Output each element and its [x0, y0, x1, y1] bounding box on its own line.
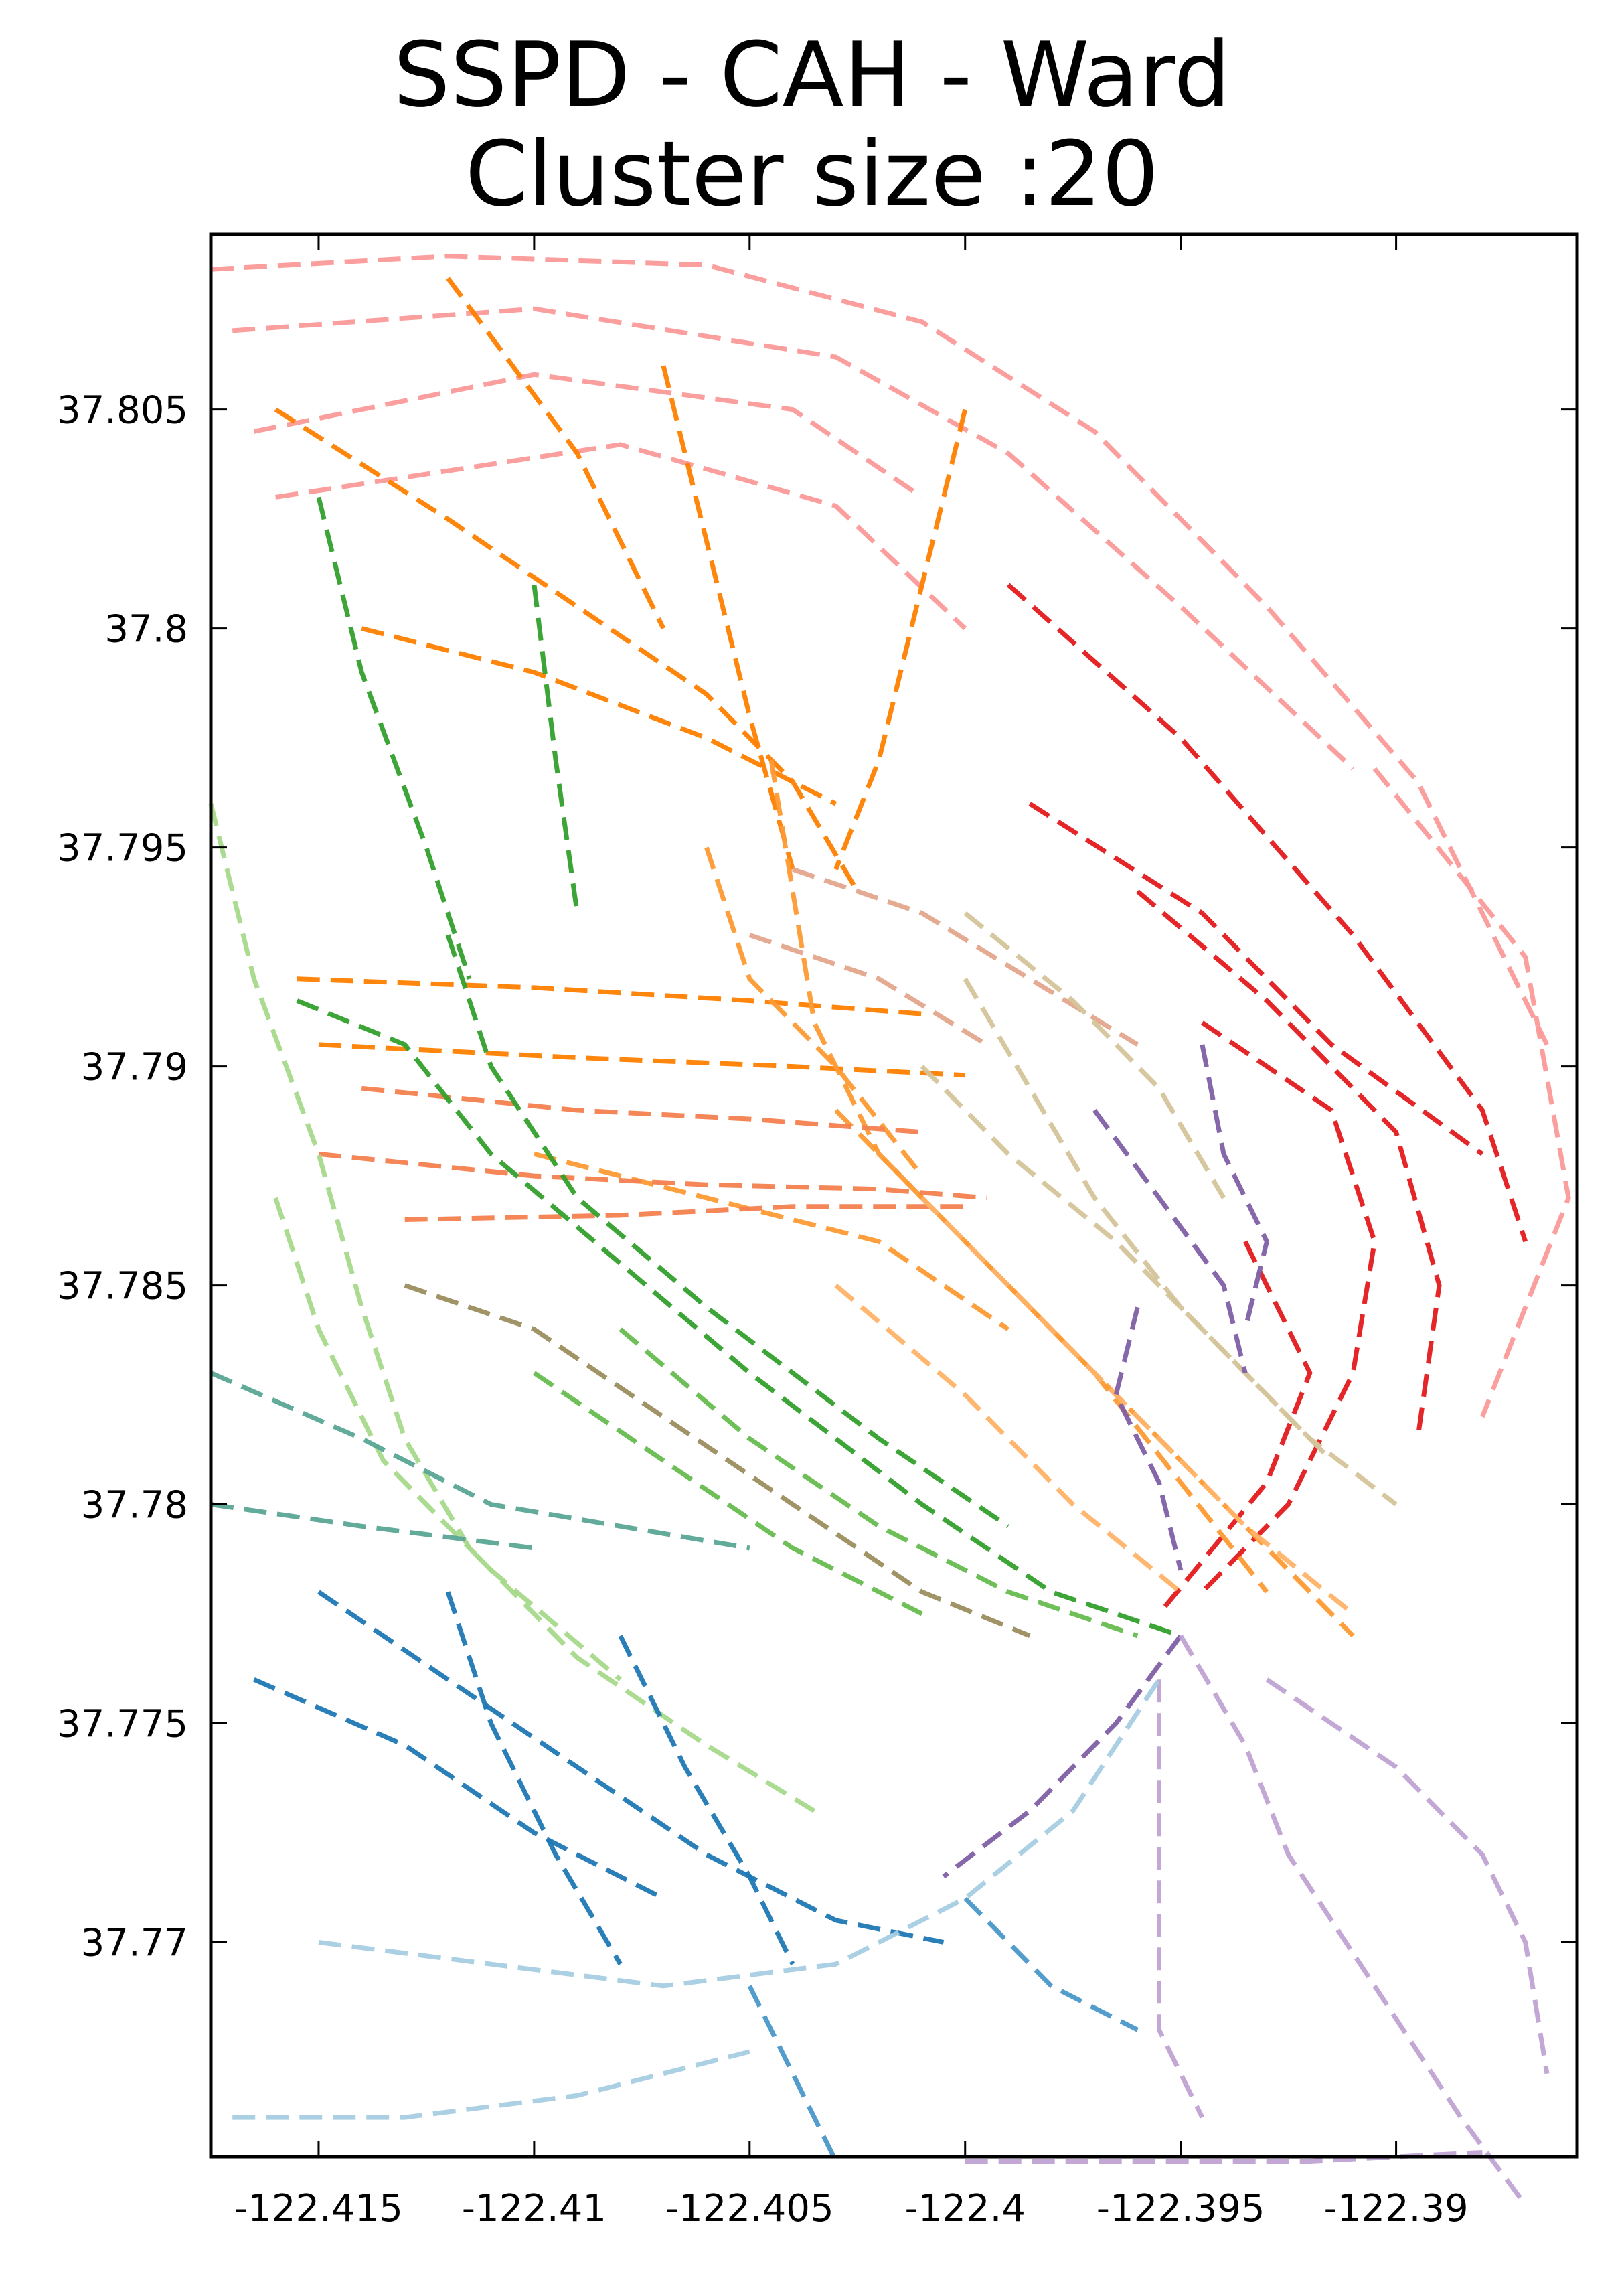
- trajectory-line: [834, 1283, 1182, 1594]
- trajectory-line: [1006, 583, 1528, 1243]
- chart-title-line-2: Cluster size :20: [465, 122, 1159, 226]
- chart-title: SSPD - CAH - Ward Cluster size :20: [0, 25, 1624, 224]
- trajectory-line: [1157, 1240, 1313, 1616]
- trajectory-line: [619, 1327, 1139, 1639]
- trajectory-line: [361, 626, 837, 806]
- trajectory-line: [232, 2049, 750, 2120]
- trajectory-line: [532, 1371, 923, 1616]
- x-tick-label: -122.395: [1097, 2187, 1265, 2230]
- plot-frame: [209, 232, 1579, 2159]
- trajectory-line: [534, 1152, 1010, 1331]
- trajectory-line: [210, 1371, 750, 1551]
- trajectory-line: [445, 1591, 623, 1965]
- trajectory-line: [1092, 1108, 1248, 1374]
- trajectory-line: [210, 1502, 535, 1551]
- trajectory-line: [318, 1151, 987, 1201]
- trajectory-line: [747, 1985, 838, 2163]
- trajectory-line: [1372, 767, 1571, 1418]
- trajectory-line: [232, 306, 1355, 771]
- y-tick-label: 37.805: [57, 389, 188, 433]
- x-tick-label: -122.415: [234, 2187, 403, 2230]
- trajectory-line: [274, 407, 860, 893]
- y-tick-label: 37.775: [57, 1703, 188, 1746]
- trajectory-line: [1113, 1306, 1184, 1571]
- y-tick-label: 37.79: [81, 1046, 188, 1089]
- y-tick-label: 37.795: [57, 827, 188, 870]
- trajectory-line: [404, 1204, 965, 1222]
- trajectory-line: [445, 934, 1010, 1529]
- trajectory-line: [317, 1590, 945, 1945]
- trajectory-line: [253, 372, 924, 500]
- y-tick-label: 37.785: [57, 1265, 188, 1308]
- x-tick-label: -122.41: [462, 2187, 606, 2230]
- axis-ticks: -122.415 -122.41 -122.405 -122.4 -122.395 -12…: [57, 234, 1577, 2230]
- trajectory-line: [792, 866, 1139, 1047]
- trajectory-line: [833, 408, 968, 870]
- trajectory-layer: [208, 254, 1571, 2206]
- trajectory-line: [404, 1283, 1031, 1639]
- trajectory-line: [275, 442, 967, 631]
- y-tick-label: 37.77: [81, 1922, 188, 1965]
- trajectory-line: [1178, 1635, 1528, 2206]
- trajectory-line: [704, 846, 924, 1178]
- trajectory-line: [920, 1065, 1333, 1462]
- trajectory-line: [1157, 1679, 1205, 2119]
- trajectory-line: [748, 933, 988, 1047]
- trajectory-line: [273, 1197, 622, 1681]
- trajectory-line: [963, 911, 1226, 1199]
- trajectory-line: [920, 1196, 1355, 1616]
- trajectory-line: [208, 803, 816, 1813]
- trajectory-line: [965, 2150, 1483, 2164]
- trajectory-line: [1136, 889, 1442, 1439]
- trajectory-line: [942, 1634, 1183, 1879]
- chart-title-line-1: SSPD - CAH - Ward: [393, 23, 1231, 127]
- trajectory-line: [532, 584, 580, 914]
- trajectory-line: [661, 365, 795, 870]
- trajectory-line: [1265, 1677, 1550, 2074]
- trajectory-line: [963, 978, 1398, 1507]
- x-tick-label: -122.39: [1324, 2187, 1469, 2230]
- trajectory-line: [1200, 1044, 1270, 1330]
- trajectory-line: [963, 1896, 1139, 2032]
- trajectory-line: [253, 1677, 665, 1901]
- x-tick-label: -122.405: [665, 2187, 834, 2230]
- trajectory-line: [210, 254, 1550, 1046]
- trajectory-line: [1028, 802, 1484, 1156]
- trajectory-line: [318, 1678, 1161, 1989]
- y-tick-label: 37.8: [104, 608, 188, 652]
- trajectory-line: [316, 496, 472, 980]
- trajectory-line: [446, 277, 666, 630]
- trajectory-line: [361, 1085, 922, 1135]
- y-tick-label: 37.78: [81, 1484, 188, 1527]
- trajectory-line: [618, 1635, 795, 1965]
- trajectory-line: [297, 976, 922, 1016]
- trajectory-line: [834, 1108, 1269, 1594]
- x-tick-label: -122.4: [904, 2187, 1026, 2230]
- trajectory-line: [296, 998, 1182, 1639]
